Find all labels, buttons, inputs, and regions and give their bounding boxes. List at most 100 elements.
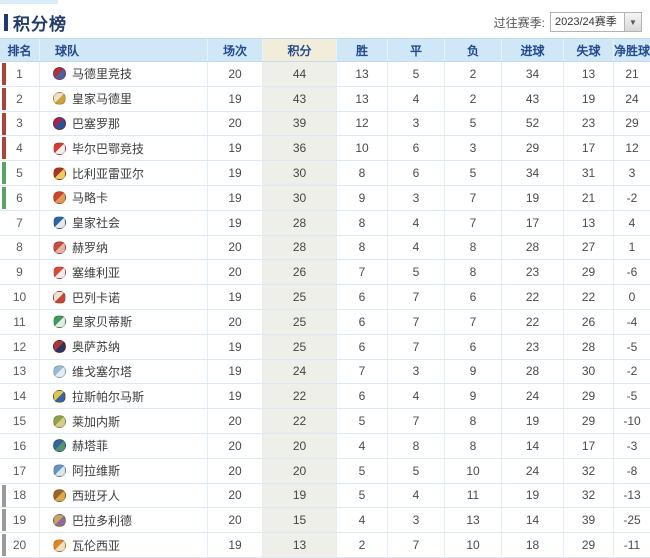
played-cell: 20: [208, 309, 263, 334]
zone-indicator: [2, 484, 6, 507]
dropdown-arrow-icon[interactable]: ▼: [624, 13, 641, 31]
played-cell: 19: [208, 285, 263, 309]
goal-diff-cell: 12: [625, 141, 639, 156]
goals-against-cell: 17: [564, 433, 614, 458]
table-row[interactable]: 17 阿拉维斯 20 20 5 5 10 24 32 -8: [0, 458, 650, 484]
zone-indicator: [2, 534, 6, 557]
season-filter: 过往赛季: 2023/24赛季 ▼: [494, 12, 642, 32]
team-cell[interactable]: 莱加内斯: [40, 409, 208, 433]
rank-cell: 17: [0, 458, 40, 483]
played-cell: 19: [208, 86, 263, 111]
team-logo-icon: [53, 141, 66, 155]
wins-cell: 10: [337, 136, 388, 161]
table-row[interactable]: 19 巴拉多利德 20 15 4 3 13 14 39 -25: [0, 508, 650, 534]
table-row[interactable]: 9 塞维利亚 20 26 7 5 8 23 29 -6: [0, 260, 650, 286]
table-row[interactable]: 12 奥萨苏纳 19 25 6 7 6 23 28 -5: [0, 334, 650, 360]
team-cell[interactable]: 巴拉多利德: [40, 508, 208, 533]
rank-value: 10: [12, 290, 27, 305]
rank-cell: 5: [0, 161, 40, 185]
goals-for-cell: 19: [502, 409, 564, 433]
team-cell[interactable]: 西班牙人: [40, 483, 208, 508]
table-row[interactable]: 7 皇家社会 19 28 8 4 7 17 13 4: [0, 210, 650, 236]
rank-cell: 20: [0, 533, 40, 557]
played-cell: 19: [208, 533, 263, 557]
rank-cell: 4: [0, 136, 40, 161]
team-cell[interactable]: 皇家社会: [40, 210, 208, 235]
goals-against-cell: 26: [564, 309, 614, 334]
team-cell[interactable]: 皇家贝蒂斯: [40, 309, 208, 334]
table-header-row: 排名 球队 场次 积分 胜 平 负 进球 失球 净胜球: [0, 39, 650, 62]
goal-diff-cell: -5: [626, 389, 638, 404]
goals-against-cell: 21: [564, 185, 614, 210]
team-name: 赫罗纳: [72, 240, 109, 255]
team-cell[interactable]: 奥萨苏纳: [40, 334, 208, 359]
rank-value: 19: [12, 513, 27, 528]
team-name: 塞维利亚: [72, 265, 121, 280]
season-select[interactable]: 2023/24赛季 ▼: [550, 12, 642, 32]
team-cell[interactable]: 阿拉维斯: [40, 458, 208, 483]
rank-cell: 13: [0, 359, 40, 384]
team-cell[interactable]: 赫塔菲: [40, 433, 208, 458]
points-cell: 43: [263, 86, 337, 111]
table-row[interactable]: 3 巴塞罗那 20 39 12 3 5 52 23 29: [0, 111, 650, 137]
goals-against-cell: 17: [564, 136, 614, 161]
goal-diff-cell: -10: [623, 414, 641, 429]
played-cell: 19: [208, 334, 263, 359]
team-cell[interactable]: 比利亚雷亚尔: [40, 161, 208, 185]
team-cell[interactable]: 马略卡: [40, 185, 208, 210]
played-cell: 20: [208, 235, 263, 260]
played-cell: 20: [208, 260, 263, 285]
table-row[interactable]: 4 毕尔巴鄂竞技 19 36 10 6 3 29 17 12: [0, 136, 650, 162]
table-row[interactable]: 11 皇家贝蒂斯 20 25 6 7 7 22 26 -4: [0, 309, 650, 335]
losses-cell: 8: [445, 409, 502, 433]
table-row[interactable]: 10 巴列卡诺 19 25 6 7 6 22 22 0: [0, 285, 650, 310]
draws-cell: 4: [388, 483, 445, 508]
team-cell[interactable]: 巴塞罗那: [40, 111, 208, 136]
zone-indicator: [2, 509, 6, 532]
team-cell[interactable]: 马德里竞技: [40, 62, 208, 86]
table-row[interactable]: 1 马德里竞技 20 44 13 5 2 34 13 21: [0, 62, 650, 87]
losses-cell: 5: [445, 161, 502, 185]
wins-cell: 6: [337, 309, 388, 334]
team-cell[interactable]: 维戈塞尔塔: [40, 359, 208, 384]
table-row[interactable]: 20 瓦伦西亚 19 13 2 7 10 18 29 -11: [0, 533, 650, 558]
team-cell[interactable]: 毕尔巴鄂竞技: [40, 136, 208, 161]
team-cell[interactable]: 巴列卡诺: [40, 285, 208, 309]
points-cell: 20: [263, 433, 337, 458]
team-logo-icon: [53, 290, 66, 304]
draws-cell: 8: [388, 433, 445, 458]
table-row[interactable]: 2 皇家马德里 19 43 13 4 2 43 19 24: [0, 86, 650, 112]
played-cell: 20: [208, 458, 263, 483]
wins-cell: 2: [337, 533, 388, 557]
goal-diff-cell: -8: [626, 463, 638, 478]
table-row[interactable]: 13 维戈塞尔塔 19 24 7 3 9 28 30 -2: [0, 359, 650, 385]
points-cell: 30: [263, 185, 337, 210]
table-row[interactable]: 8 赫罗纳 20 28 8 4 8 28 27 1: [0, 235, 650, 261]
wins-cell: 12: [337, 111, 388, 136]
rank-value: 4: [16, 141, 23, 156]
zone-indicator: [2, 162, 6, 185]
table-row[interactable]: 15 莱加内斯 20 22 5 7 8 19 29 -10: [0, 409, 650, 434]
losses-cell: 13: [445, 508, 502, 533]
team-cell[interactable]: 拉斯帕尔马斯: [40, 384, 208, 409]
page-title: 积分榜: [13, 15, 67, 34]
team-cell[interactable]: 塞维利亚: [40, 260, 208, 285]
team-cell[interactable]: 赫罗纳: [40, 235, 208, 260]
table-row[interactable]: 6 马略卡 19 30 9 3 7 19 21 -2: [0, 185, 650, 211]
table-row[interactable]: 18 西班牙人 20 19 5 4 11 19 32 -13: [0, 483, 650, 509]
wins-cell: 4: [337, 508, 388, 533]
team-logo-icon: [53, 166, 66, 180]
losses-cell: 9: [445, 384, 502, 409]
table-row[interactable]: 14 拉斯帕尔马斯 19 22 6 4 9 24 29 -5: [0, 384, 650, 410]
played-cell: 20: [208, 111, 263, 136]
draws-cell: 3: [388, 508, 445, 533]
table-row[interactable]: 5 比利亚雷亚尔 19 30 8 6 5 34 31 3: [0, 161, 650, 186]
column-header-losses: 负: [445, 39, 502, 61]
team-cell[interactable]: 瓦伦西亚: [40, 533, 208, 557]
played-cell: 20: [208, 409, 263, 433]
team-cell[interactable]: 皇家马德里: [40, 86, 208, 111]
played-cell: 20: [208, 483, 263, 508]
table-row[interactable]: 16 赫塔菲 20 20 4 8 8 14 17 -3: [0, 433, 650, 459]
rank-cell: 6: [0, 185, 40, 210]
column-header-points: 积分: [263, 39, 337, 61]
